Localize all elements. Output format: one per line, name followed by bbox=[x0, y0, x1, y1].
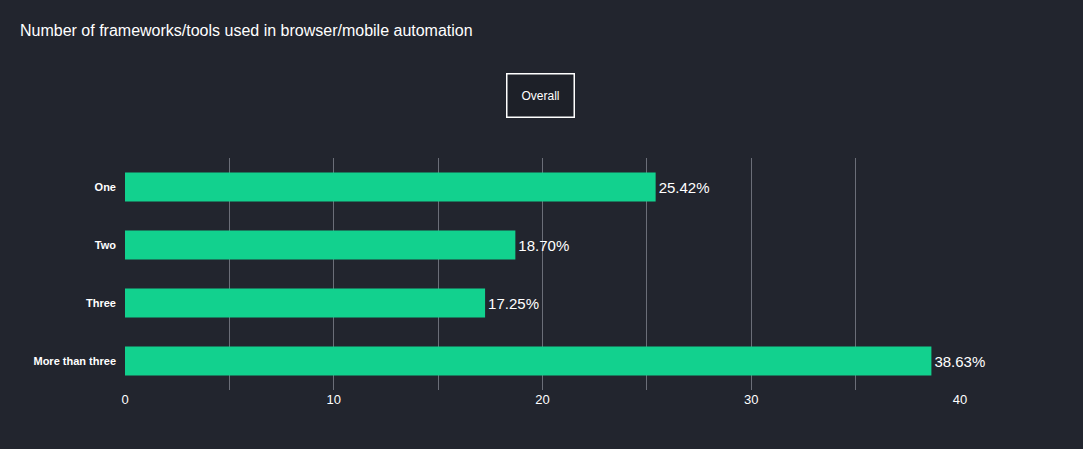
svg-text:More than three: More than three bbox=[33, 355, 116, 367]
svg-text:0: 0 bbox=[121, 392, 128, 407]
svg-text:10: 10 bbox=[327, 392, 341, 407]
svg-text:40: 40 bbox=[953, 392, 967, 407]
svg-text:38.63%: 38.63% bbox=[934, 353, 985, 370]
svg-text:Overall: Overall bbox=[522, 89, 560, 103]
svg-text:25.42%: 25.42% bbox=[659, 179, 710, 196]
svg-text:17.25%: 17.25% bbox=[488, 295, 539, 312]
svg-text:Two: Two bbox=[95, 239, 116, 251]
svg-text:Number of frameworks/tools use: Number of frameworks/tools used in brows… bbox=[20, 22, 473, 39]
svg-text:Three: Three bbox=[86, 297, 116, 309]
svg-text:20: 20 bbox=[535, 392, 549, 407]
svg-text:30: 30 bbox=[744, 392, 758, 407]
svg-text:18.70%: 18.70% bbox=[518, 237, 569, 254]
svg-text:One: One bbox=[95, 181, 116, 193]
